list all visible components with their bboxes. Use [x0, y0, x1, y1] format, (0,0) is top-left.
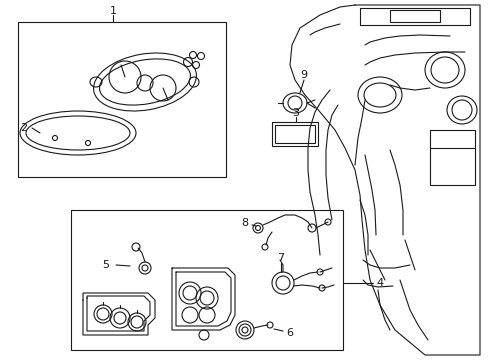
- Text: 1: 1: [109, 6, 116, 16]
- Text: 3: 3: [292, 108, 299, 118]
- Text: 5: 5: [102, 260, 109, 270]
- Bar: [71, 210, 342, 350]
- Bar: [18, 22, 225, 177]
- Text: 7: 7: [277, 253, 284, 263]
- Bar: [271, 122, 317, 146]
- Text: 9: 9: [300, 70, 307, 80]
- Text: 2: 2: [20, 123, 27, 133]
- Text: 6: 6: [286, 328, 293, 338]
- Text: 4: 4: [376, 278, 383, 288]
- Bar: [274, 125, 314, 143]
- Text: 8: 8: [241, 218, 248, 228]
- Bar: [429, 130, 474, 185]
- Bar: [389, 10, 439, 22]
